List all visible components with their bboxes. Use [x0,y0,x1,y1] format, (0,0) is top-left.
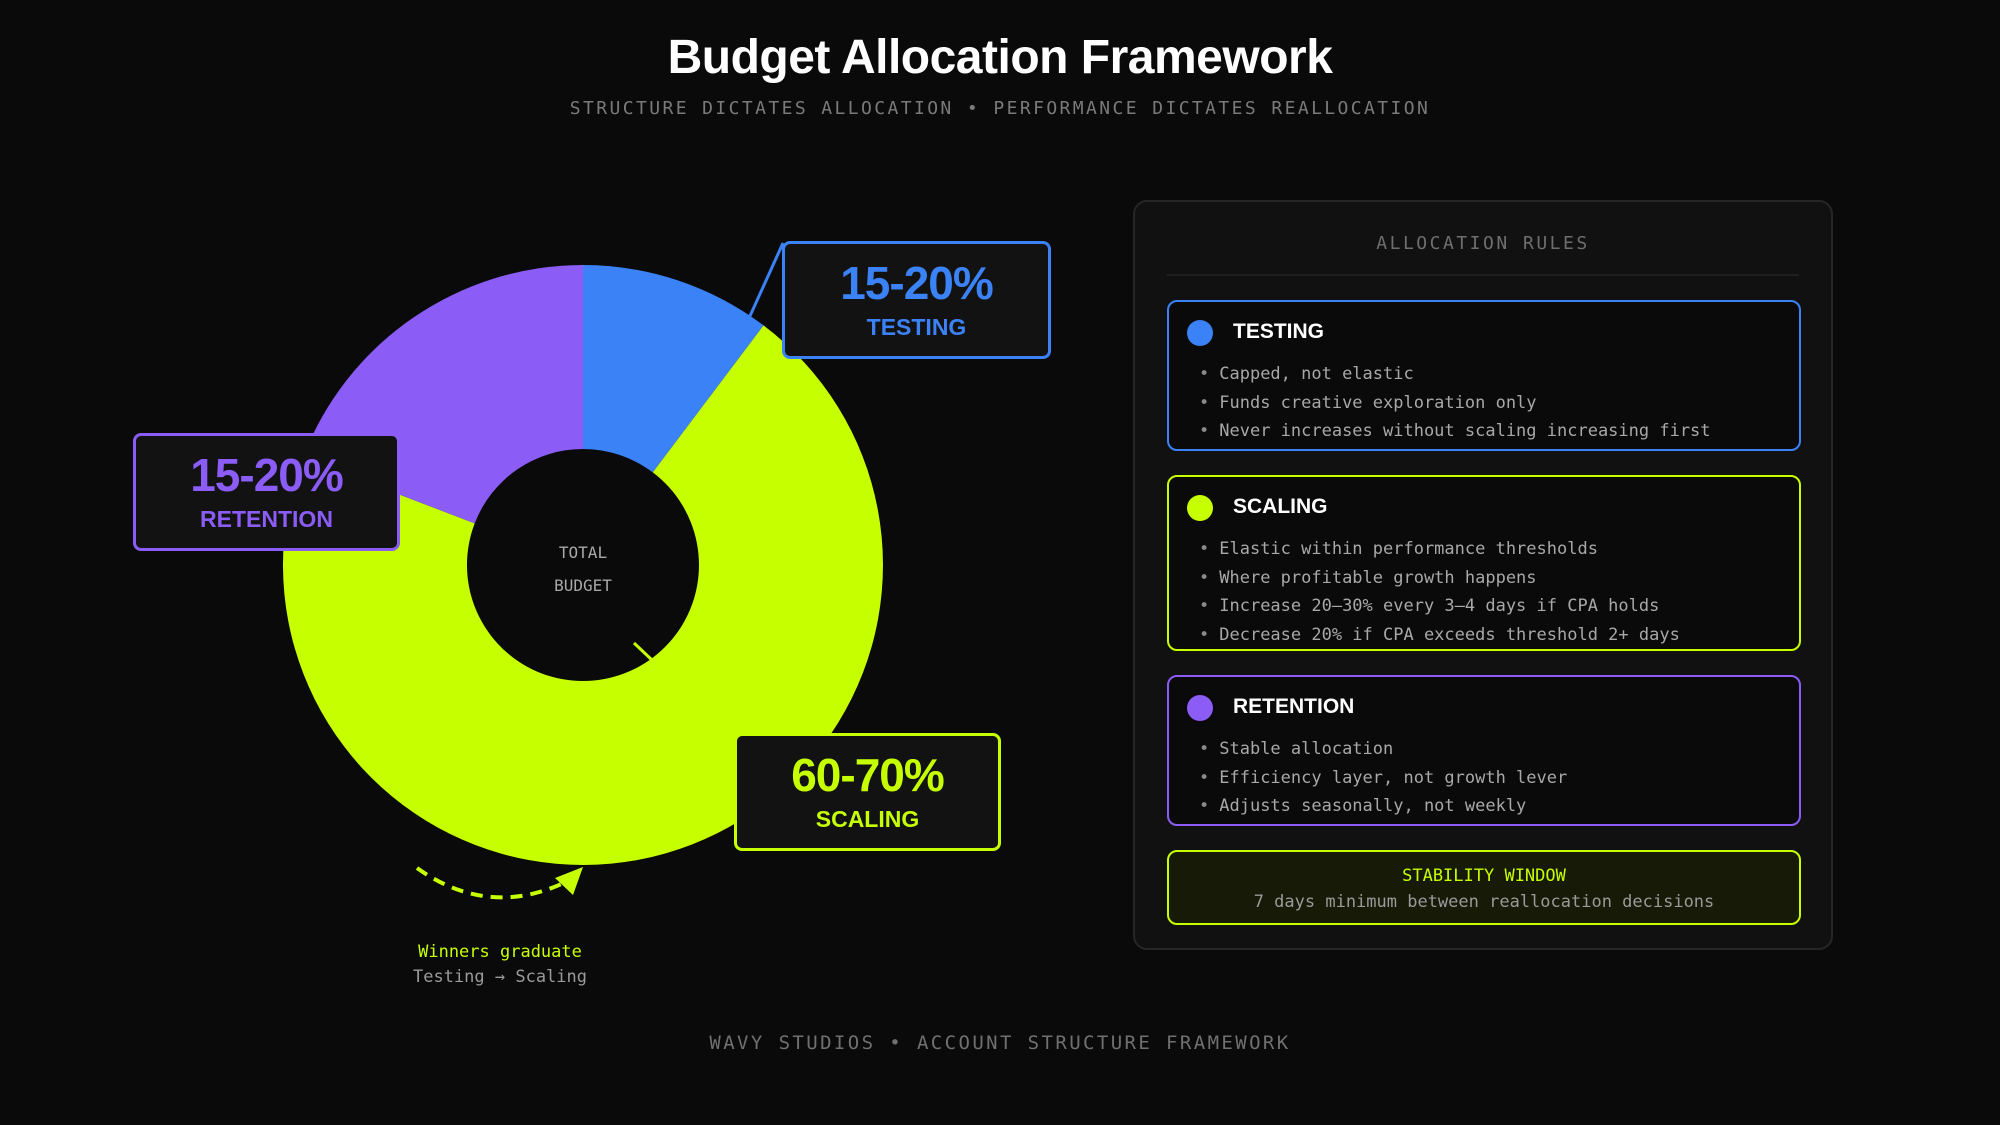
retention-dot-icon [1187,695,1213,721]
callout-retention: 15-20% RETENTION [133,433,400,551]
rule-card-title: RETENTION [1233,695,1355,718]
rule-card-retention: RETENTION Stable allocation Efficiency l… [1167,675,1801,826]
donut-center-line2: BUDGET [554,576,612,595]
callout-retention-label: RETENTION [200,506,333,532]
rule-item: Capped, not elastic [1199,360,1711,389]
scaling-dot-icon [1187,495,1213,521]
callout-scaling-label: SCALING [815,806,920,832]
segment-scaling [282,325,883,866]
stability-window-text: 7 days minimum between reallocation deci… [1253,892,1715,912]
footer-text: WAVY STUDIOS • ACCOUNT STRUCTURE FRAMEWO… [709,1032,1291,1054]
graduate-arrow [415,866,571,900]
rule-item: Increase 20–30% every 3–4 days if CPA ho… [1199,592,1680,621]
rule-item: Adjusts seasonally, not weekly [1199,792,1567,821]
testing-leader-line [748,242,785,317]
rule-card-scaling: SCALING Elastic within performance thres… [1167,475,1801,651]
rule-card-title: TESTING [1233,320,1325,343]
rule-item: Stable allocation [1199,735,1567,764]
callout-testing: 15-20% TESTING [782,241,1051,359]
callout-testing-pct: 15-20% [840,257,994,309]
callout-scaling-pct: 60-70% [791,749,945,801]
callout-testing-label: TESTING [866,314,967,340]
rule-item: Funds creative exploration only [1199,389,1711,418]
rule-item: Where profitable growth happens [1199,564,1680,593]
rule-item: Elastic within performance thresholds [1199,535,1680,564]
arrowhead-icon [555,867,583,895]
rule-list: Elastic within performance thresholds Wh… [1199,535,1680,649]
callout-scaling: 60-70% SCALING [734,733,1001,851]
stability-window-box: STABILITY WINDOW 7 days minimum between … [1167,850,1801,925]
rule-item: Never increases without scaling increasi… [1199,417,1710,446]
panel-divider [1167,274,1799,276]
graduate-title: Winners graduate [418,942,582,962]
testing-dot-icon [1187,320,1213,346]
rule-card-testing: TESTING Capped, not elastic Funds creati… [1167,300,1801,451]
rule-card-title: SCALING [1233,495,1328,518]
scaling-tick [632,641,655,663]
rule-item: Decrease 20% if CPA exceeds threshold 2+… [1199,621,1680,650]
rule-list: Stable allocation Efficiency layer, not … [1199,735,1567,821]
page-title: Budget Allocation Framework [667,31,1333,84]
donut-center-line1: TOTAL [558,543,608,562]
callout-retention-pct: 15-20% [190,449,344,501]
rule-item: Efficiency layer, not growth lever [1199,764,1567,793]
allocation-rules-panel: ALLOCATION RULES TESTING Capped, not ela… [1133,200,1833,950]
stability-window-title: STABILITY WINDOW [1402,866,1566,886]
allocation-rules-heading: ALLOCATION RULES [1376,233,1590,254]
segment-testing [583,265,764,473]
rule-list: Capped, not elastic Funds creative explo… [1199,360,1711,446]
graduate-subtitle: Testing → Scaling [413,967,587,987]
page-subtitle: STRUCTURE DICTATES ALLOCATION • PERFORMA… [569,98,1431,119]
